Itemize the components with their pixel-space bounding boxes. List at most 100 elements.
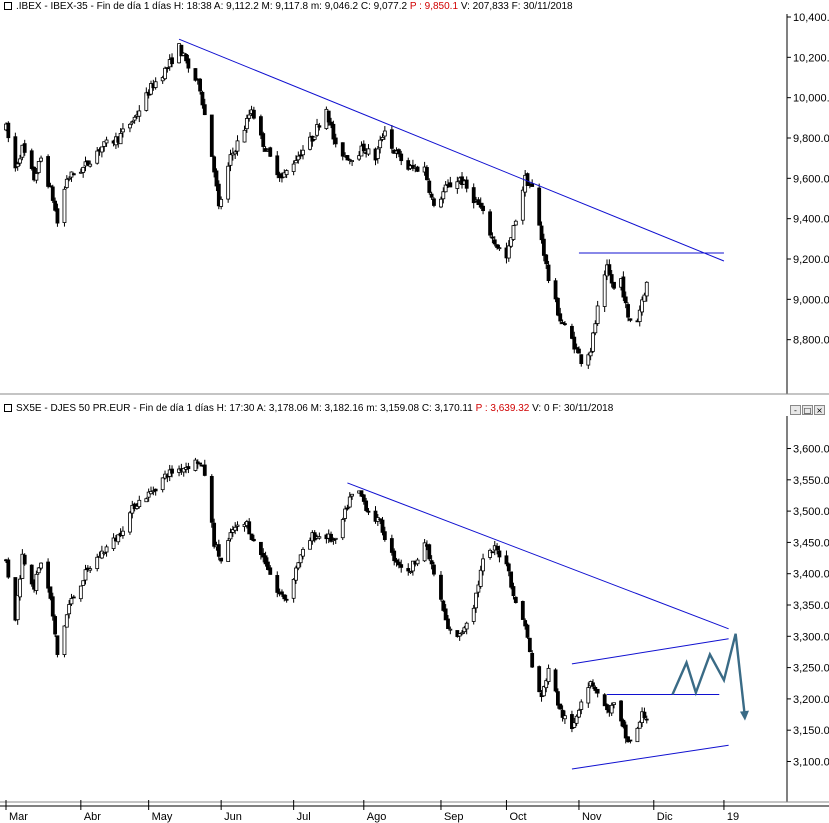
sx5e-candle-body xyxy=(20,553,25,579)
sx5e-candle-body xyxy=(116,534,121,543)
ibex-symbol: .IBEX - IBEX-35 - Fin de día 1 días xyxy=(16,1,172,12)
ibex-candle-body xyxy=(317,125,322,128)
sx5e-candle-body xyxy=(186,466,191,470)
sx5e-candle-body xyxy=(525,624,530,638)
ibex-candle-body xyxy=(525,173,530,187)
ibex-candle-body xyxy=(39,157,43,162)
sx5e-candle-body xyxy=(193,459,198,471)
sx5e-candle-body xyxy=(471,607,476,622)
ibex-candle-body xyxy=(193,68,198,81)
sx5e-candle-body xyxy=(64,614,69,628)
sx5e-candle-body xyxy=(593,687,598,691)
sx5e-candle-body xyxy=(504,555,509,565)
sx5e-trendline xyxy=(347,482,729,630)
ibex-candle-body xyxy=(509,237,514,247)
ibex-candle-body xyxy=(291,163,296,172)
ibex-candle-body xyxy=(621,276,626,298)
ibex-candle-body xyxy=(574,347,579,349)
sx5e-candle-body xyxy=(350,493,355,497)
sx5e-candle-body xyxy=(121,530,125,536)
ibex-candle-body xyxy=(198,78,203,92)
sx5e-candle-body xyxy=(609,704,614,714)
ibex-candle-body xyxy=(609,274,614,284)
ibex-candle-body xyxy=(563,323,567,326)
ibex-candle-body xyxy=(242,129,247,143)
ibex-candle-body xyxy=(520,189,525,221)
sx5e-candle-body xyxy=(427,544,432,560)
sx5e-candle-body xyxy=(481,558,485,572)
ibex-candle-body xyxy=(612,281,616,289)
sx5e-candle-body xyxy=(619,700,623,722)
ibex-candle-body xyxy=(642,294,647,302)
ibex-candle-body xyxy=(558,313,563,322)
ibex-candle-body xyxy=(55,208,60,224)
sx5e-time: H: 17:30 xyxy=(216,403,255,414)
sx5e-candle-body xyxy=(560,709,565,718)
sx5e-candle-body xyxy=(373,510,378,522)
panel-handle-icon[interactable] xyxy=(4,404,12,413)
sx5e-candle-body xyxy=(230,529,235,533)
panel-close-button[interactable]: × xyxy=(814,405,825,415)
sx5e-candle-body xyxy=(81,580,86,586)
ibex-candle-body xyxy=(586,354,591,366)
sx5e-candle-body xyxy=(448,628,453,631)
x-tick-label-may: May xyxy=(152,811,173,823)
sx5e-candle-body xyxy=(366,510,371,513)
sx5e-candle-body xyxy=(347,496,352,508)
sx5e-candle-body xyxy=(392,550,397,562)
sx5e-candle-body xyxy=(291,578,296,599)
sx5e-candle-body xyxy=(364,500,369,511)
sx5e-y-tick-label: 3,150.00 xyxy=(793,725,829,737)
sx5e-candle-body xyxy=(511,586,516,597)
sx5e-candle-body xyxy=(55,635,60,655)
sx5e-candle-body xyxy=(399,564,404,568)
sx5e-candle-body xyxy=(202,464,207,476)
sx5e-candle-body xyxy=(198,462,203,465)
x-tick-label-oct: Oct xyxy=(509,811,526,823)
sx5e-candle-body xyxy=(574,715,579,724)
ibex-candle-body xyxy=(555,297,560,316)
ibex-candle-body xyxy=(88,163,93,167)
sx5e-candle-body xyxy=(333,537,338,540)
sx5e-candle-body xyxy=(635,727,640,743)
sx5e-close: C: 3,170.11 xyxy=(421,403,473,414)
ibex-candle-body xyxy=(244,118,249,130)
sx5e-candle-body xyxy=(226,540,231,562)
ibex-candle-body xyxy=(530,183,535,187)
ibex-candle-body xyxy=(389,129,394,149)
sx5e-candle-body xyxy=(130,504,135,514)
ibex-candle-body xyxy=(13,136,18,169)
panel-maximize-button[interactable]: □ xyxy=(802,405,813,415)
sx5e-candle-body xyxy=(153,488,158,492)
ibex-candle-body xyxy=(163,67,167,80)
ibex-candle-body xyxy=(165,67,170,70)
sx5e-candle-body xyxy=(555,691,560,706)
sx5e-candle-body xyxy=(446,618,450,630)
ibex-y-tick-label: 9,800.0 xyxy=(793,133,829,145)
ibex-candle-body xyxy=(448,182,453,188)
sx5e-candle-body xyxy=(546,667,551,683)
sx5e-candle-body xyxy=(67,604,72,615)
sx5e-candle-body xyxy=(34,573,39,591)
sx5e-candle-body xyxy=(537,666,542,693)
ibex-candle-body xyxy=(179,44,184,57)
sx5e-candle-body xyxy=(490,551,495,554)
ibex-candle-body xyxy=(375,148,380,159)
sx5e-candle-body xyxy=(308,540,312,550)
ibex-date: F: 30/11/2018 xyxy=(511,1,573,12)
ibex-candle-body xyxy=(315,124,319,136)
sx5e-open: A: 3,178.06 xyxy=(256,403,308,414)
sx5e-candle-body xyxy=(586,687,591,704)
sx5e-candle-body xyxy=(53,616,58,635)
sx5e-candle-body xyxy=(149,490,153,495)
sx5e-candle-body xyxy=(544,680,549,689)
panel-minimize-button[interactable]: - xyxy=(790,405,801,415)
panel-handle-icon[interactable] xyxy=(4,2,12,11)
sx5e-candle-body xyxy=(396,561,401,566)
ibex-high: M: 9,117.8 xyxy=(261,1,309,12)
sx5e-candle-body xyxy=(520,601,525,620)
sx5e-candle-body xyxy=(359,490,364,497)
sx5e-y-tick-label: 3,100.00 xyxy=(793,756,829,768)
sx5e-y-tick-label: 3,300.00 xyxy=(793,631,829,643)
